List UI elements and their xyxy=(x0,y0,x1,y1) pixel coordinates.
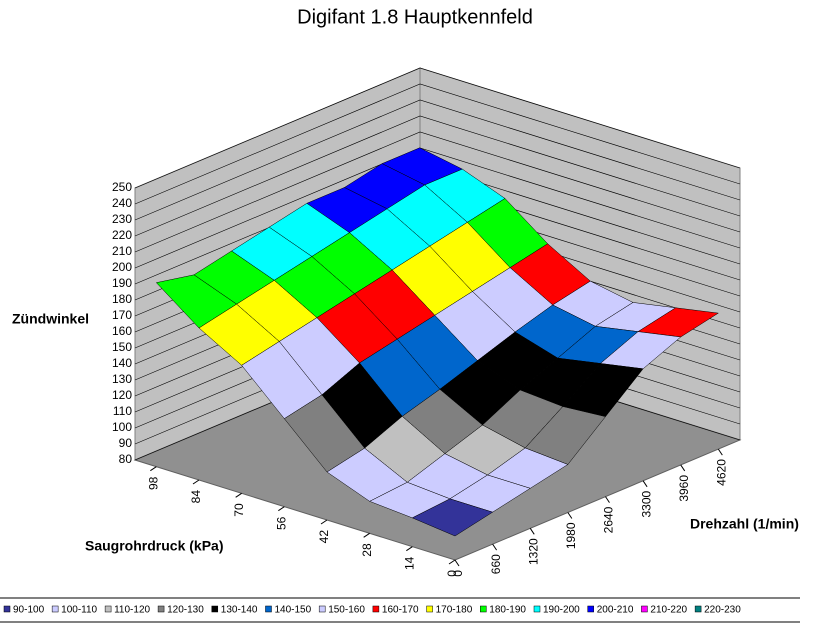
x-tick xyxy=(492,543,498,551)
z-tick-label: 130 xyxy=(112,372,132,386)
legend-label: 120-130 xyxy=(167,605,204,616)
legend-label: 170-180 xyxy=(436,605,473,616)
y-tick xyxy=(192,479,200,485)
legend-swatch xyxy=(318,605,326,613)
z-tick-label: 120 xyxy=(112,388,132,402)
x-axis-title: Drehzahl (1/min) xyxy=(690,516,799,532)
legend-swatch xyxy=(480,605,487,613)
legend-swatch xyxy=(265,605,272,613)
grid-line xyxy=(134,83,741,205)
x-tick xyxy=(529,528,535,535)
legend-label: 210-220 xyxy=(650,605,687,616)
z-tick-label: 220 xyxy=(112,228,132,242)
y-tick xyxy=(320,519,328,525)
y-tick xyxy=(406,546,413,552)
y-tick-label: 98 xyxy=(147,476,161,490)
x-tick-label: 1320 xyxy=(526,538,540,565)
x-tick-label: 2640 xyxy=(602,506,616,533)
y-tick-label: 14 xyxy=(403,556,417,570)
z-tick-label: 190 xyxy=(112,276,132,290)
x-tick-label: 1980 xyxy=(564,522,578,549)
legend-label: 220-230 xyxy=(704,605,741,616)
x-tick xyxy=(680,464,686,472)
y-tick-label: 0 xyxy=(445,570,459,577)
x-tick-label: 660 xyxy=(489,554,503,574)
legend-label: 150-160 xyxy=(328,605,365,616)
legend-swatch xyxy=(587,605,594,613)
x-tick-label: 3960 xyxy=(677,475,691,502)
x-tick xyxy=(605,496,610,503)
grid-line xyxy=(134,131,741,253)
grid-line xyxy=(134,99,741,221)
x-tick xyxy=(454,559,460,567)
z-tick-label: 240 xyxy=(112,196,132,210)
y-tick-label: 56 xyxy=(275,516,289,530)
grid-line xyxy=(134,115,741,237)
x-tick-label: 3300 xyxy=(639,490,653,517)
legend-label: 190-200 xyxy=(543,605,580,616)
legend-label: 160-170 xyxy=(382,605,419,616)
legend-swatch xyxy=(426,605,433,613)
y-tick-label: 84 xyxy=(189,490,203,504)
x-tick xyxy=(642,480,648,488)
z-tick-label: 90 xyxy=(119,436,133,450)
legend-label: 130-140 xyxy=(221,605,258,616)
z-tick-label: 100 xyxy=(112,420,132,434)
legend-swatch xyxy=(3,605,11,613)
y-axis-title: Saugrohrdruck (kPa) xyxy=(85,538,223,554)
surface-cell xyxy=(411,498,494,537)
z-tick-label: 180 xyxy=(112,292,132,306)
z-tick-label: 160 xyxy=(112,324,132,338)
z-tick-label: 150 xyxy=(112,340,132,354)
z-tick-label: 80 xyxy=(119,452,133,466)
legend-label: 110-120 xyxy=(114,605,150,616)
y-tick xyxy=(448,559,456,565)
legend-label: 180-190 xyxy=(489,605,526,616)
z-tick-label: 200 xyxy=(112,260,132,274)
legend-swatch xyxy=(694,605,702,613)
z-tick-label: 170 xyxy=(112,308,132,322)
z-tick-label: 140 xyxy=(112,356,132,370)
legend-swatch xyxy=(157,605,165,613)
legend-swatch xyxy=(372,605,380,613)
y-tick xyxy=(363,532,370,538)
legend-swatch xyxy=(641,605,648,613)
legend-label: 200-210 xyxy=(597,605,634,616)
y-tick xyxy=(235,492,242,498)
chart-title: Digifant 1.8 Hauptkennfeld xyxy=(297,6,533,28)
z-tick-label: 110 xyxy=(113,404,132,418)
x-tick xyxy=(717,448,723,456)
z-tick-label: 210 xyxy=(112,244,132,258)
legend-swatch xyxy=(51,605,59,613)
y-tick-label: 70 xyxy=(232,503,246,517)
x-tick xyxy=(567,512,573,519)
y-tick-label: 28 xyxy=(360,543,374,557)
grid-line xyxy=(134,67,741,189)
legend-swatch xyxy=(211,605,219,613)
z-tick-label: 250 xyxy=(112,180,132,194)
legend-swatch xyxy=(104,605,112,613)
z-tick-label: 230 xyxy=(112,212,132,226)
legend-label: 90-100 xyxy=(13,605,45,616)
legend-label: 140-150 xyxy=(274,605,311,616)
z-axis-title: Zündwinkel xyxy=(12,311,89,327)
y-tick-label: 42 xyxy=(317,530,331,544)
legend-swatch xyxy=(533,605,541,613)
x-tick-label: 4620 xyxy=(715,459,729,486)
y-tick xyxy=(150,466,157,472)
y-tick xyxy=(278,506,285,512)
legend-label: 100-110 xyxy=(61,605,97,616)
x-tick-label: 0 xyxy=(451,570,465,577)
